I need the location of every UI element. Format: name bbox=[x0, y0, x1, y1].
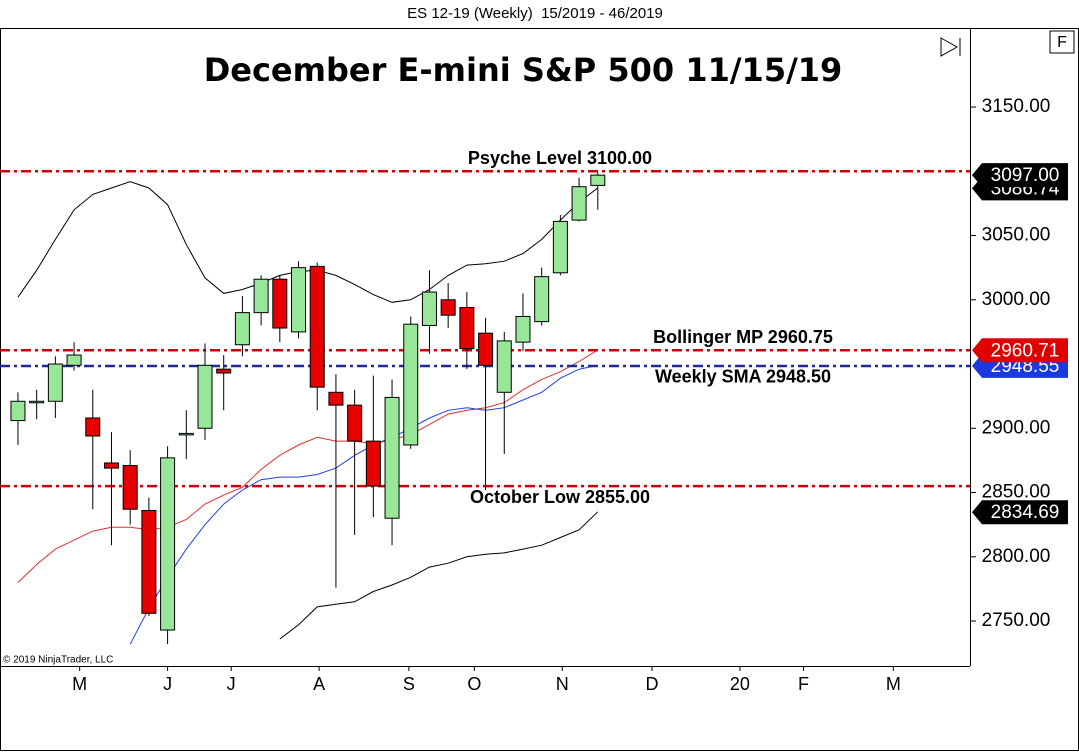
candle-body bbox=[590, 174, 606, 186]
candle-body bbox=[291, 267, 307, 333]
level-label: Psyche Level 3100.00 bbox=[468, 148, 652, 168]
price-marker-label: 2834.69 bbox=[991, 502, 1060, 523]
candle-body bbox=[309, 265, 325, 388]
candle-body bbox=[552, 220, 568, 274]
x-tick-label: O bbox=[467, 674, 481, 694]
candle-body bbox=[178, 432, 194, 436]
y-tick-label: 3000.00 bbox=[982, 289, 1051, 310]
indicator-line bbox=[129, 364, 598, 645]
indicator-line bbox=[279, 511, 599, 640]
y-tick-label: 3150.00 bbox=[982, 96, 1051, 117]
x-tick-label: M bbox=[886, 674, 901, 694]
x-tick-label: D bbox=[646, 674, 659, 694]
level-label: Bollinger MP 2960.75 bbox=[653, 327, 833, 347]
y-tick-label: 3050.00 bbox=[982, 225, 1051, 246]
candle-body bbox=[234, 312, 250, 346]
price-marker bbox=[972, 500, 1068, 525]
candle-body bbox=[365, 440, 381, 487]
x-tick-label: J bbox=[163, 674, 172, 694]
candle-body bbox=[10, 400, 26, 422]
candle-body bbox=[384, 396, 400, 519]
x-tick-label: F bbox=[798, 674, 809, 694]
price-marker-label: 3097.00 bbox=[991, 165, 1060, 186]
price-marker-label: 2960.71 bbox=[991, 340, 1060, 361]
x-tick-label: N bbox=[556, 674, 569, 694]
candle-body bbox=[197, 364, 213, 429]
price-marker bbox=[972, 338, 1068, 363]
candle-body bbox=[459, 306, 475, 350]
price-marker bbox=[972, 163, 1068, 188]
candle-body bbox=[571, 186, 587, 221]
candle-body bbox=[440, 299, 456, 316]
y-tick-label: 2750.00 bbox=[982, 610, 1051, 631]
candle-body bbox=[47, 363, 63, 402]
candle-body bbox=[29, 400, 45, 404]
x-tick-label: M bbox=[72, 674, 87, 694]
y-tick-label: 2850.00 bbox=[982, 482, 1051, 503]
candle-body bbox=[160, 457, 176, 631]
header: ES 12-19 (Weekly) 15/2019 - 46/2019 bbox=[407, 5, 663, 22]
candle-body bbox=[66, 354, 82, 366]
y-tick-label: 2900.00 bbox=[982, 417, 1051, 438]
panel-button-label[interactable]: F bbox=[1057, 34, 1067, 51]
play-icon[interactable] bbox=[940, 37, 961, 57]
chart-title: December E-mini S&P 500 11/15/19 bbox=[204, 51, 843, 89]
x-tick-label: J bbox=[227, 674, 236, 694]
level-label: Weekly SMA 2948.50 bbox=[655, 367, 831, 387]
candle-body bbox=[328, 391, 344, 406]
level-label: October Low 2855.00 bbox=[470, 487, 650, 507]
indicator-line bbox=[17, 181, 599, 303]
x-tick-label: A bbox=[313, 674, 325, 694]
copyright: © 2019 NinjaTrader, LLC bbox=[3, 655, 113, 666]
y-tick-label: 2800.00 bbox=[982, 546, 1051, 567]
plot bbox=[0, 170, 970, 645]
candle-body bbox=[85, 417, 101, 437]
candle-body bbox=[515, 315, 531, 343]
candle-body bbox=[272, 278, 288, 329]
panel-button[interactable] bbox=[1049, 30, 1075, 54]
x-tick-label: 20 bbox=[730, 674, 750, 694]
x-tick-label: S bbox=[403, 674, 415, 694]
candle-body bbox=[103, 462, 119, 469]
candle-body bbox=[216, 368, 232, 374]
candle-body bbox=[478, 332, 494, 366]
candle-body bbox=[253, 278, 269, 314]
candle-body bbox=[403, 323, 419, 446]
candle-body bbox=[421, 291, 437, 326]
play-glyph[interactable] bbox=[940, 37, 959, 57]
candle-body bbox=[496, 340, 512, 393]
candle-body bbox=[534, 276, 550, 323]
candle-body bbox=[347, 404, 363, 442]
candle-body bbox=[141, 510, 157, 614]
candle-body bbox=[122, 465, 138, 510]
indicator-line bbox=[17, 349, 599, 583]
